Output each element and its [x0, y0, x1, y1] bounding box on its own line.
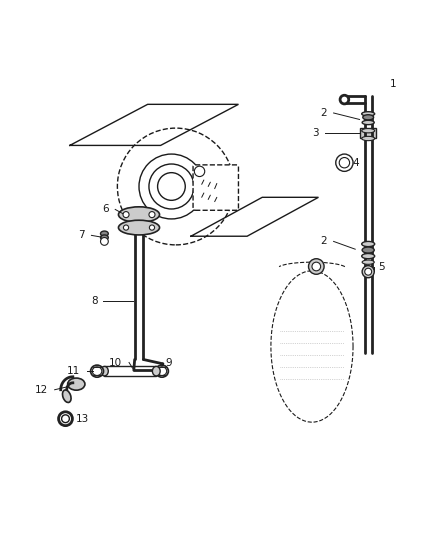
Text: 2: 2	[321, 237, 327, 246]
Text: 2: 2	[321, 108, 327, 118]
Circle shape	[117, 128, 234, 245]
Ellipse shape	[362, 254, 374, 259]
Circle shape	[312, 262, 321, 271]
Text: 13: 13	[76, 414, 89, 424]
Ellipse shape	[152, 366, 160, 376]
Ellipse shape	[63, 390, 71, 402]
Ellipse shape	[157, 367, 167, 375]
Circle shape	[158, 173, 185, 200]
Circle shape	[339, 158, 350, 168]
Text: 1: 1	[390, 79, 396, 89]
Ellipse shape	[67, 378, 85, 390]
Circle shape	[139, 154, 204, 219]
Ellipse shape	[100, 231, 108, 236]
Circle shape	[362, 265, 374, 278]
Ellipse shape	[100, 366, 108, 376]
Circle shape	[336, 154, 353, 172]
Ellipse shape	[362, 120, 374, 125]
Ellipse shape	[362, 241, 374, 247]
Circle shape	[149, 212, 155, 217]
Bar	[104, 366, 156, 376]
Circle shape	[365, 268, 372, 275]
Ellipse shape	[155, 365, 168, 377]
Circle shape	[62, 415, 69, 423]
Circle shape	[124, 225, 129, 230]
Ellipse shape	[362, 128, 374, 133]
Ellipse shape	[118, 207, 159, 222]
Text: 6: 6	[102, 205, 109, 214]
Text: 7: 7	[78, 230, 85, 240]
Text: 3: 3	[312, 128, 318, 138]
Text: 12: 12	[35, 385, 48, 395]
Circle shape	[340, 95, 349, 104]
FancyBboxPatch shape	[193, 165, 238, 211]
Ellipse shape	[118, 220, 159, 235]
Text: 11: 11	[67, 366, 80, 376]
Circle shape	[100, 238, 108, 245]
Ellipse shape	[100, 235, 108, 240]
Bar	[360, 128, 376, 139]
Text: 5: 5	[378, 262, 385, 271]
Circle shape	[59, 412, 72, 426]
Ellipse shape	[363, 115, 374, 120]
Ellipse shape	[362, 136, 374, 141]
Text: 9: 9	[165, 358, 172, 367]
Ellipse shape	[92, 367, 102, 375]
Text: 10: 10	[109, 358, 122, 367]
Bar	[134, 212, 143, 217]
Circle shape	[123, 212, 129, 217]
Ellipse shape	[91, 365, 103, 377]
Text: 4: 4	[352, 158, 359, 168]
Ellipse shape	[362, 112, 374, 116]
Ellipse shape	[362, 260, 374, 264]
Circle shape	[149, 225, 155, 230]
Circle shape	[149, 164, 194, 209]
Circle shape	[308, 259, 324, 274]
Ellipse shape	[362, 247, 374, 253]
Text: 8: 8	[91, 296, 98, 306]
